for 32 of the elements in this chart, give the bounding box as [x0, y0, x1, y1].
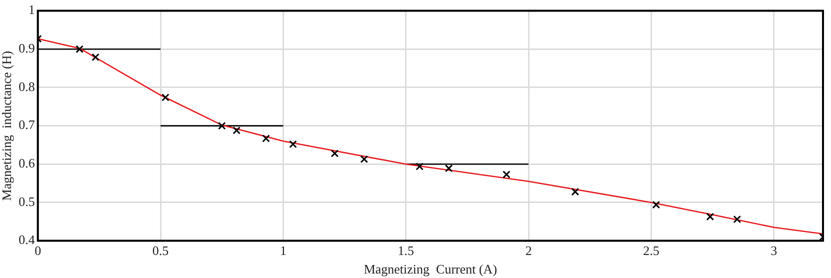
x-axis-title: Magnetizing Current (A): [364, 262, 498, 277]
point: [162, 94, 170, 102]
x-tick-label: 0: [34, 243, 42, 258]
point: [262, 134, 270, 142]
point: [218, 122, 226, 130]
x-tick-label: 2: [525, 243, 532, 258]
point: [652, 200, 660, 209]
point: [330, 149, 339, 158]
point: [571, 188, 580, 196]
point: [360, 155, 368, 164]
point: [502, 170, 510, 178]
point: [444, 164, 453, 172]
point: [92, 53, 100, 62]
x-tick-label: 3: [770, 243, 778, 258]
point: [76, 45, 84, 54]
y-tick-label: 0.6: [18, 156, 36, 171]
point: [733, 215, 742, 224]
x-tick-label: 1: [280, 243, 286, 258]
y-tick-label: 0.4: [18, 232, 36, 248]
y-tick-label: 1: [28, 2, 35, 18]
x-tick-label: 2.5: [643, 243, 660, 258]
y-tick-label: 0.8: [18, 78, 35, 94]
point: [706, 212, 714, 221]
y-tick-label: 0.5: [18, 194, 35, 209]
point: [416, 162, 424, 170]
y-tick-label: 0.7: [18, 117, 36, 132]
y-tick-label: 0.9: [18, 40, 35, 56]
x-tick-label: 0.5: [152, 243, 169, 258]
point: [232, 126, 241, 134]
point: [289, 140, 297, 148]
x-tick-label: 1.5: [398, 243, 414, 258]
y-axis-title: Magnetizing inductance (H): [0, 50, 14, 201]
